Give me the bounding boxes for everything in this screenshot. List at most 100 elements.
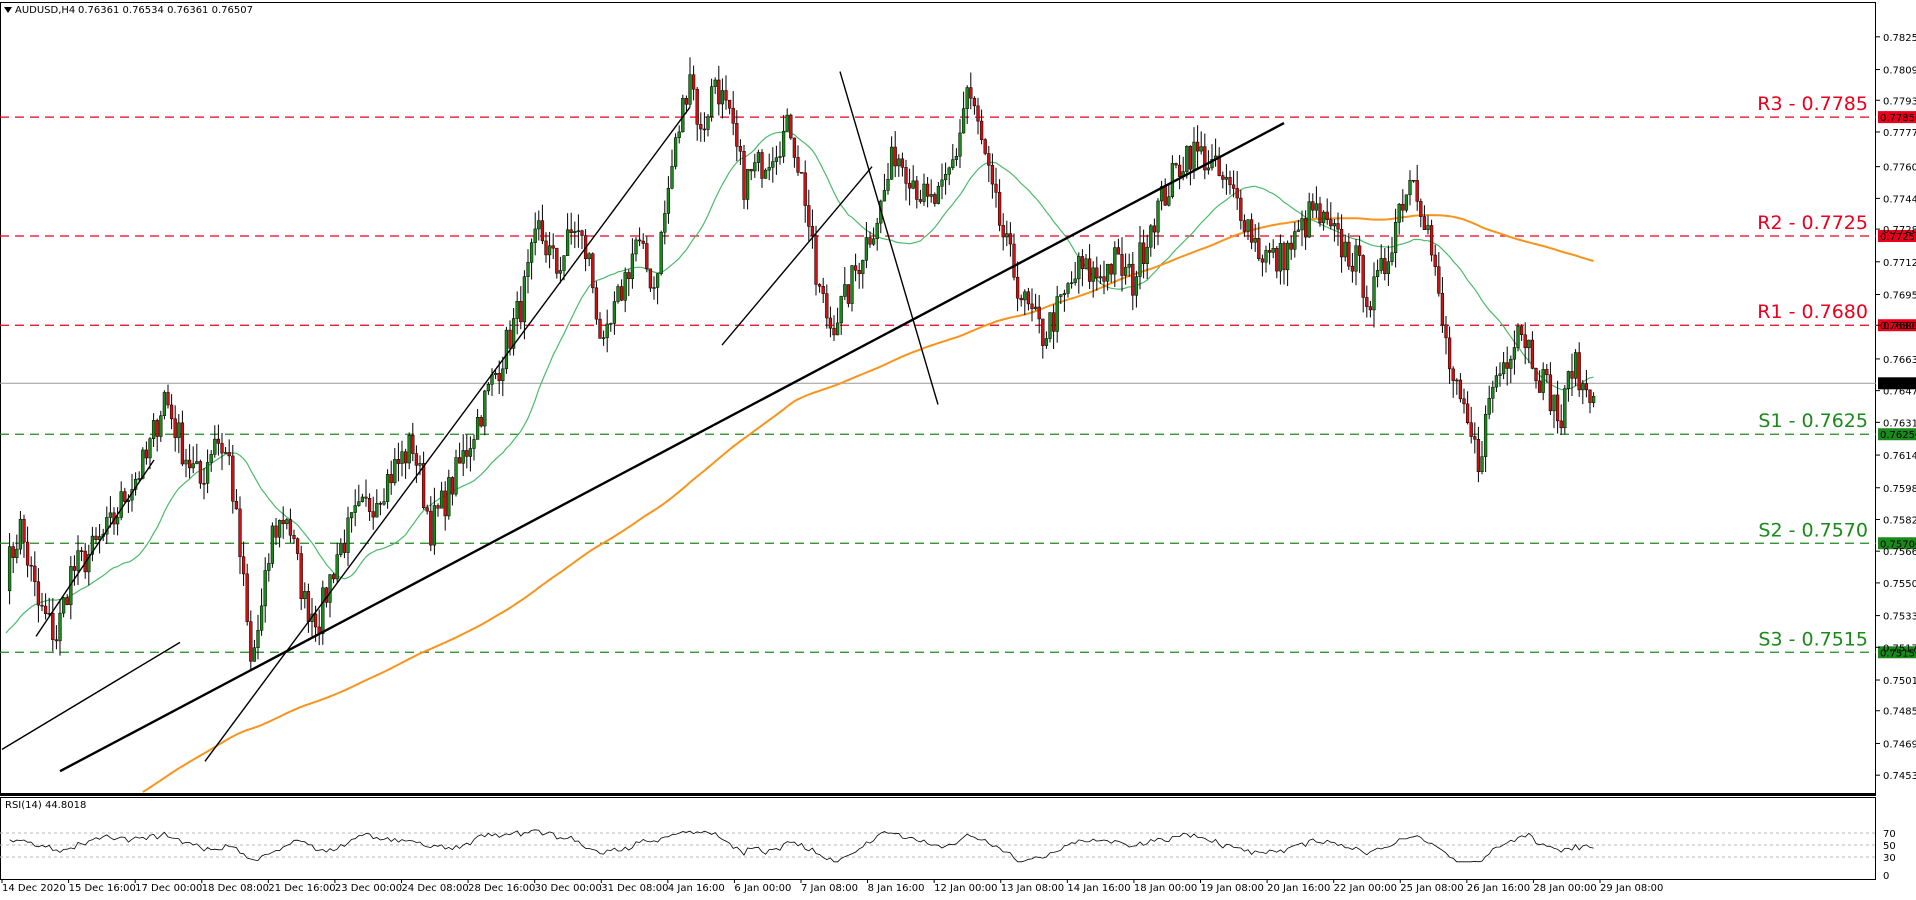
- candle-body: [616, 286, 620, 302]
- candle-body: [40, 604, 44, 607]
- candle-body: [1044, 338, 1049, 346]
- candle-body: [904, 167, 908, 184]
- candle-body: [58, 612, 62, 642]
- candle-body: [659, 231, 663, 274]
- candle-body: [943, 174, 948, 181]
- candle-body: [1055, 296, 1059, 332]
- candle-body: [817, 284, 822, 287]
- candle-body: [1073, 278, 1077, 283]
- candle-body: [1530, 339, 1535, 369]
- price-tick-label: 0.77775: [1883, 128, 1916, 139]
- candle-body: [576, 230, 581, 232]
- candle-body: [990, 165, 995, 185]
- candle-body: [1415, 180, 1419, 202]
- candle-body: [277, 520, 282, 538]
- candle-body: [1102, 276, 1106, 282]
- candle-body: [1174, 163, 1178, 166]
- candle-body: [1541, 369, 1545, 393]
- candle-body: [598, 318, 602, 339]
- candle-body: [922, 183, 926, 202]
- candle-body: [1534, 368, 1538, 382]
- candle-body: [115, 517, 120, 525]
- candle-body: [745, 168, 750, 200]
- candle-body: [432, 505, 437, 546]
- candle-body: [1001, 225, 1005, 238]
- price-tick-label: 0.74530: [1883, 771, 1916, 782]
- candle-body: [735, 123, 739, 147]
- trend-line: [35, 459, 155, 637]
- candle-body: [810, 226, 815, 236]
- candle-body: [486, 384, 491, 392]
- candle-body: [187, 459, 192, 469]
- candle-body: [850, 265, 854, 304]
- candle-body: [954, 155, 959, 160]
- collapse-triangle-icon[interactable]: [4, 7, 12, 13]
- candle-body: [119, 491, 123, 518]
- candle-body: [1325, 211, 1329, 220]
- candle-body: [205, 462, 210, 484]
- candle-body: [1095, 267, 1099, 279]
- candle-body: [1127, 263, 1131, 268]
- price-tick-label: 0.76955: [1883, 291, 1916, 302]
- candle-body: [364, 496, 368, 499]
- candle-body: [493, 373, 498, 375]
- candle-body: [1588, 389, 1592, 403]
- price-tick-label: 0.77935: [1883, 96, 1916, 107]
- time-tick-label: 25 Jan 08:00: [1400, 883, 1463, 894]
- trend-lines[interactable]: [1, 71, 1285, 773]
- candle-body: [1257, 238, 1261, 260]
- candle-body: [637, 239, 642, 242]
- candle-body: [1447, 337, 1452, 370]
- time-tick-label: 6 Jan 00:00: [734, 883, 791, 894]
- time-tick-label: 4 Jan 16:00: [668, 883, 725, 894]
- candle-body: [1498, 373, 1502, 376]
- time-axis[interactable]: 14 Dec 2020 15 Dec 16:00 17 Dec 00:00 18 De…: [1, 879, 1663, 894]
- candle-body: [1271, 248, 1275, 253]
- candle-body: [1458, 379, 1463, 400]
- candle-body: [641, 240, 645, 244]
- candle-body: [972, 97, 977, 107]
- candle-body: [1012, 243, 1016, 278]
- candle-body: [169, 404, 174, 420]
- trend-line: [1, 641, 181, 750]
- candle-body: [72, 566, 77, 571]
- level-label: R3 - 0.7785: [1757, 93, 1868, 115]
- candle-body: [796, 157, 800, 173]
- candle-body: [155, 420, 159, 437]
- candle-body: [1069, 282, 1074, 284]
- candle-body: [702, 128, 707, 131]
- candle-body: [1023, 291, 1027, 301]
- candle-body: [295, 538, 300, 554]
- candle-body: [259, 605, 264, 631]
- candle-body: [1548, 374, 1553, 412]
- candle-body: [465, 450, 469, 457]
- candle-body: [1167, 196, 1171, 206]
- candle-body: [436, 505, 440, 509]
- candle-body: [123, 491, 127, 502]
- candle-body: [1390, 252, 1394, 262]
- candle-body: [1365, 297, 1369, 307]
- candle-body: [1480, 456, 1484, 472]
- candle-body: [1375, 270, 1380, 278]
- candle-body: [238, 508, 242, 557]
- trend-line: [721, 166, 873, 346]
- candle-body: [1231, 184, 1236, 189]
- candle-body: [799, 172, 804, 174]
- candle-body: [1170, 163, 1175, 198]
- candle-body: [414, 453, 419, 466]
- candle-body: [382, 501, 386, 505]
- candle-body: [285, 519, 289, 525]
- candle-body: [281, 520, 285, 525]
- candle-body: [1559, 420, 1563, 429]
- candle-body: [1156, 200, 1160, 233]
- candle-body: [159, 415, 163, 437]
- candle-body: [907, 183, 912, 189]
- candle-body: [1188, 146, 1193, 170]
- candle-body: [1512, 347, 1517, 360]
